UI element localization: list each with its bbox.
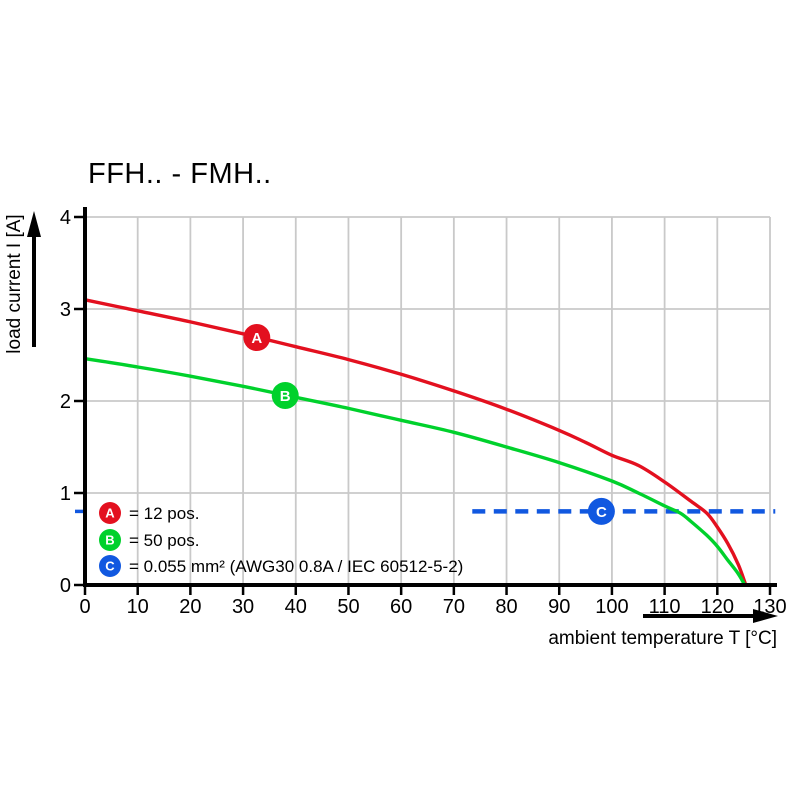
y-tick-label: 1 <box>60 483 71 505</box>
gridlines <box>85 216 771 584</box>
legend-C-circle <box>99 555 121 577</box>
series-B-marker: B <box>271 381 299 409</box>
legend-A-circle <box>99 502 121 524</box>
legend-item-A: A = 12 pos. <box>99 502 199 524</box>
series-A-marker-letter: A <box>251 330 262 347</box>
y-tick-label: 2 <box>60 391 71 413</box>
series-B-curve <box>83 357 747 587</box>
legend-item-B: B = 50 pos. <box>99 529 199 551</box>
y-axis-label: load current I [A] <box>4 214 25 353</box>
x-axis-arrow-icon <box>753 609 778 623</box>
legend-item-C: C = 0.055 mm² (AWG30 0.8A / IEC 60512-5-2… <box>99 555 463 577</box>
series-B-marker-circle <box>271 381 299 409</box>
legend-A-text: = 12 pos. <box>129 504 199 523</box>
y-tick-label: 3 <box>60 299 71 321</box>
x-tick-label: 0 <box>79 596 90 618</box>
legend-A-letter: A <box>105 506 115 521</box>
x-tick-label: 70 <box>443 596 465 618</box>
x-tick-label: 60 <box>390 596 412 618</box>
x-tick-label: 80 <box>495 596 517 618</box>
y-tick-label: 4 <box>60 207 71 229</box>
y-axis-arrow-icon <box>27 211 41 237</box>
series-A-marker-circle <box>243 324 271 352</box>
legend-C-text: = 0.055 mm² (AWG30 0.8A / IEC 60512-5-2) <box>129 557 463 576</box>
limit-line-marker-letter: C <box>596 504 607 521</box>
chart-title: FFH.. - FMH.. <box>88 158 272 190</box>
x-tick-label: 30 <box>232 596 254 618</box>
legend-C-letter: C <box>105 559 115 574</box>
x-tick-label: 10 <box>127 596 149 618</box>
legend-B-text: = 50 pos. <box>129 531 199 550</box>
x-tick-label: 100 <box>595 596 628 618</box>
axis-labels: ambient temperature T [°C] load current I… <box>4 211 778 649</box>
y-tick-label: 0 <box>60 575 71 597</box>
series-B-marker-letter: B <box>280 388 291 405</box>
x-tick-label: 110 <box>649 596 681 618</box>
limit-line-marker-circle <box>587 497 615 525</box>
axes <box>83 207 777 587</box>
x-tick-label: 90 <box>548 596 570 618</box>
series-A-marker: A <box>243 324 271 352</box>
x-tick-label: 50 <box>337 596 359 618</box>
x-tick-label: 120 <box>701 596 734 618</box>
x-tick-label: 20 <box>179 596 201 618</box>
legend: A = 12 pos. B = 50 pos. C = 0.055 mm² (AWG30 … <box>99 502 463 577</box>
x-tick-label: 40 <box>285 596 307 618</box>
legend-B-letter: B <box>105 533 114 548</box>
legend-B-circle <box>99 529 121 551</box>
limit-line-marker: C <box>587 497 615 525</box>
x-axis-label: ambient temperature T [°C] <box>548 628 777 649</box>
